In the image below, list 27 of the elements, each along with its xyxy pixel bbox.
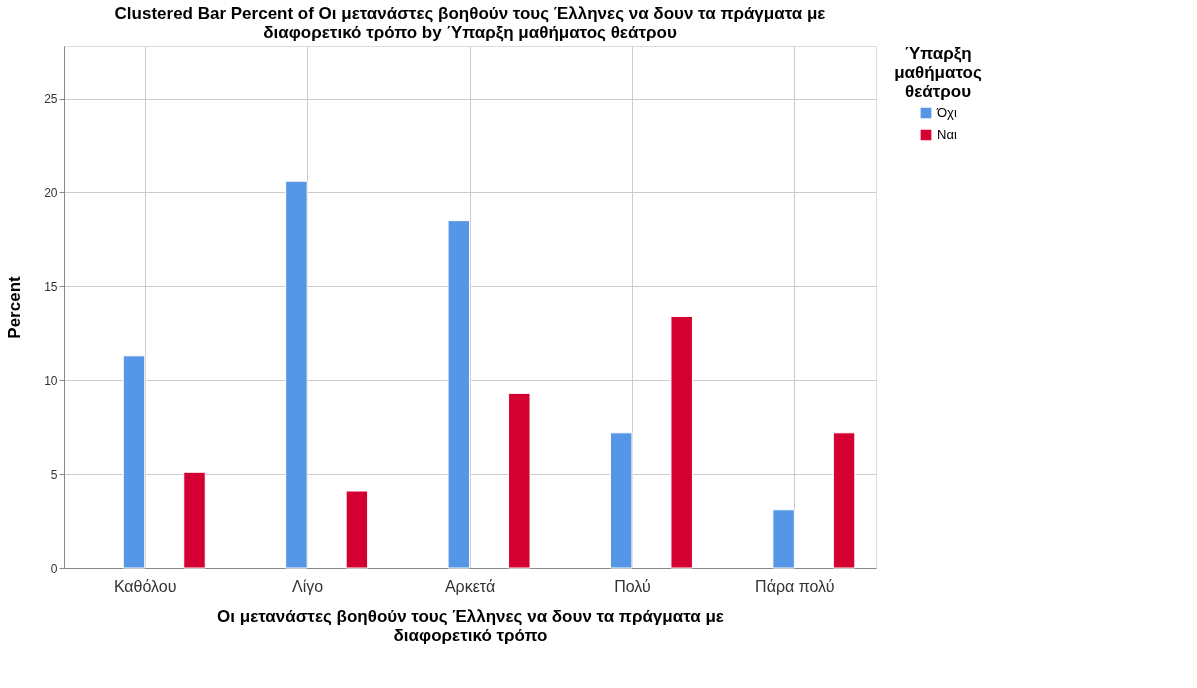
bar [285,180,308,569]
x-tick-label: Πάρα πολύ [755,577,835,595]
bar [508,392,531,569]
x-tick-label: Καθόλου [113,577,177,595]
bar [447,220,471,569]
legend-label: Όχι [936,105,957,120]
y-tick-label: 25 [44,92,58,107]
y-tick-label: 0 [50,561,58,576]
bar [670,315,693,569]
legend-label: Ναι [937,127,957,142]
y-tick-label: 15 [44,279,58,294]
bar [609,432,633,569]
bar [832,432,856,569]
bar [772,509,795,569]
legend-title: Ύπαρξη μαθήματος θεάτρου [894,44,982,101]
bar [183,471,206,569]
x-tick-label: Λίγο [292,577,324,595]
bar [345,490,369,569]
y-tick-label: 20 [44,185,58,200]
y-axis-title: Percent [5,275,25,339]
bar [122,355,146,569]
x-axis-title: Οι μετανάστες βοηθούν τους Έλληνες να δουν τα πράγματα με διαφορετικό τρόπο [217,606,724,645]
chart-title: Clustered Bar Percent of Οι μετανάστες βοηθούν τους Έλληνες να δουν τα πράγματα με διαφορετικό τρόπο by Ύπαρξη μαθήματος θεάτρου [114,4,826,42]
x-tick-label: Πολύ [614,577,651,595]
y-tick-label: 10 [44,373,58,388]
x-tick-label: Αρκετά [444,577,496,595]
y-tick-label: 5 [50,467,58,482]
